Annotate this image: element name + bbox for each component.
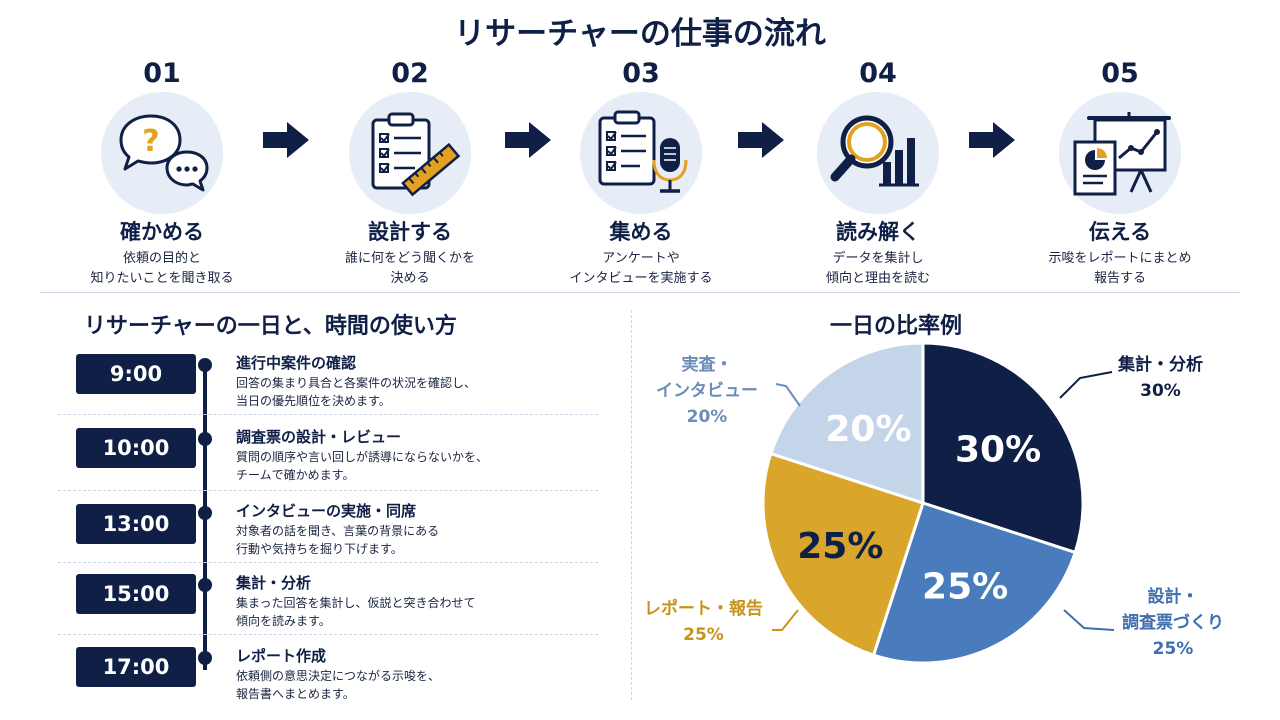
clipboard-ruler-icon	[371, 112, 461, 197]
pie-label-analysis: 集計・分析 30%	[1118, 352, 1203, 404]
time-badge: 15:00	[76, 574, 196, 614]
step-icon-circle	[1059, 92, 1181, 214]
timeline-item-title: 進行中案件の確認	[236, 354, 357, 372]
pie-label-value: 30%	[1140, 381, 1181, 401]
step-number: 03	[622, 58, 660, 89]
pie-label-name: レポート・報告	[644, 599, 763, 619]
pie-label-interview: 実査・ インタビュー 20%	[656, 352, 758, 430]
timeline-item-title: インタビューの実施・同席	[236, 502, 417, 520]
timeline-item: 15:00 集計・分析 集まった回答を集計し、仮説と突き合わせて 傾向を読みます…	[58, 572, 598, 644]
pie-label-name: 実査・	[681, 355, 733, 375]
svg-text:?: ?	[142, 124, 159, 159]
timeline-item: 13:00 インタビューの実施・同席 対象者の話を聞き、言葉の背景にある 行動や…	[58, 500, 598, 572]
timeline-dot	[198, 506, 212, 520]
pie-label-name: 集計・分析	[1118, 355, 1203, 375]
time-badge: 13:00	[76, 504, 196, 544]
timeline-item-title: 集計・分析	[236, 574, 312, 592]
step-description: 示唆をレポートにまとめ 報告する	[1048, 251, 1192, 286]
column-divider	[631, 310, 632, 700]
pie-label-value: 25%	[1152, 639, 1194, 659]
pie-slice-value-label: 20%	[825, 409, 911, 450]
step-description: アンケートや インタビューを実施する	[569, 251, 713, 286]
step-collect: 03 集める アンケートや インタビューを実施する	[541, 58, 741, 289]
step-name: 設計する	[368, 220, 452, 244]
step-icon-circle	[817, 92, 939, 214]
row-separator	[58, 490, 598, 491]
step-number: 01	[143, 58, 181, 89]
time-badge: 17:00	[76, 647, 196, 687]
arrow-right-icon	[738, 122, 784, 158]
speech-bubbles-question-icon: ?	[119, 114, 209, 192]
timeline-dot	[198, 432, 212, 446]
step-description: データを集計し 傾向と理由を読む	[825, 251, 930, 286]
timeline-item-body: 対象者の話を聞き、言葉の背景にある 行動や気持ちを掘り下げます。	[236, 524, 440, 556]
pie-slice-value-label: 25%	[797, 526, 883, 567]
step-description: 依頼の目的と 知りたいことを聞き取る	[90, 251, 234, 286]
pie-label-name: 設計・	[1147, 587, 1199, 607]
pie-label-value: 25%	[683, 625, 724, 645]
timeline-item-body: 集まった回答を集計し、仮説と突き合わせて 傾向を読みます。	[236, 596, 476, 628]
step-name: 読み解く	[836, 220, 920, 244]
pie-label-design: 設計・ 調査票づくり 25%	[1122, 584, 1224, 662]
chart-title: 一日の比率例	[830, 314, 963, 339]
timeline-item: 17:00 レポート作成 依頼側の意思決定につながる示唆を、 報告書へまとめます…	[58, 645, 598, 717]
timeline-item-body: 質問の順序や言い回しが誘導にならないかを、 チームで確かめます。	[236, 450, 489, 482]
step-name: 集める	[609, 220, 673, 244]
row-separator	[58, 414, 598, 415]
timeline-dot	[198, 651, 212, 665]
timeline-item-title: レポート作成	[236, 647, 327, 665]
row-separator	[58, 562, 598, 563]
step-number: 05	[1101, 58, 1139, 89]
pie-label-name: インタビュー	[656, 381, 758, 401]
pie-slice-interview	[768, 341, 925, 506]
step-report: 05 伝える 示唆をレポートにまとめ 報告する	[1020, 58, 1220, 289]
timeline-dot	[198, 578, 212, 592]
magnifier-chart-icon	[830, 115, 919, 187]
pie-slice-analysis	[921, 341, 1085, 555]
step-design: 02 設計する 誰に何をどう聞くかを	[310, 58, 510, 289]
pie-leader-line	[775, 383, 801, 407]
row-separator	[58, 634, 598, 635]
timeline-dot	[198, 358, 212, 372]
step-name: 確かめる	[120, 220, 204, 244]
pie-label-report: レポート・報告 25%	[644, 596, 763, 648]
pie-leader-line	[1059, 371, 1113, 399]
time-badge: 9:00	[76, 354, 196, 394]
timeline-item-body: 依頼側の意思決定につながる示唆を、 報告書へまとめます。	[236, 669, 441, 701]
step-icon-circle	[349, 92, 471, 214]
section-divider	[40, 292, 1240, 293]
step-description: 誰に何をどう聞くかを 決める	[344, 251, 475, 286]
pie-label-value: 20%	[686, 407, 728, 427]
pie-slice-report	[761, 451, 925, 658]
schedule-title: リサーチャーの一日と、時間の使い方	[84, 314, 457, 339]
arrow-right-icon	[263, 122, 309, 158]
page-title: リサーチャーの仕事の流れ	[454, 16, 826, 52]
pie-leader-line	[1063, 609, 1115, 631]
timeline-item-title: 調査票の設計・レビュー	[236, 428, 402, 446]
timeline-item: 9:00 進行中案件の確認 回答の集まり具合と各案件の状況を確認し、 当日の優先…	[58, 352, 598, 424]
step-number: 04	[859, 58, 897, 89]
timeline-item: 10:00 調査票の設計・レビュー 質問の順序や言い回しが誘導にならないかを、 …	[58, 426, 598, 498]
presentation-board-icon	[1073, 112, 1171, 196]
pie-slice-design	[871, 501, 1078, 665]
pie-label-name: 調査票づくり	[1122, 613, 1224, 633]
clipboard-microphone-icon	[598, 110, 688, 193]
step-icon-circle	[580, 92, 702, 214]
step-icon-circle: ?	[101, 92, 223, 214]
arrow-right-icon	[969, 122, 1015, 158]
step-name: 伝える	[1088, 220, 1152, 244]
pie-slice-value-label: 25%	[922, 567, 1008, 608]
step-analyze: 04 読み解く データを集計し 傾向と理由を読む	[778, 58, 978, 289]
time-badge: 10:00	[76, 428, 196, 468]
step-number: 02	[391, 58, 429, 89]
timeline-item-body: 回答の集まり具合と各案件の状況を確認し、 当日の優先順位を決めます。	[236, 376, 477, 408]
pie-leader-line	[772, 609, 799, 631]
step-confirm: 01 ? 確かめる 依頼の目的と 知りたいことを聞き取る	[62, 58, 262, 289]
arrow-right-icon	[505, 122, 551, 158]
pie-slice-value-label: 30%	[955, 429, 1041, 470]
